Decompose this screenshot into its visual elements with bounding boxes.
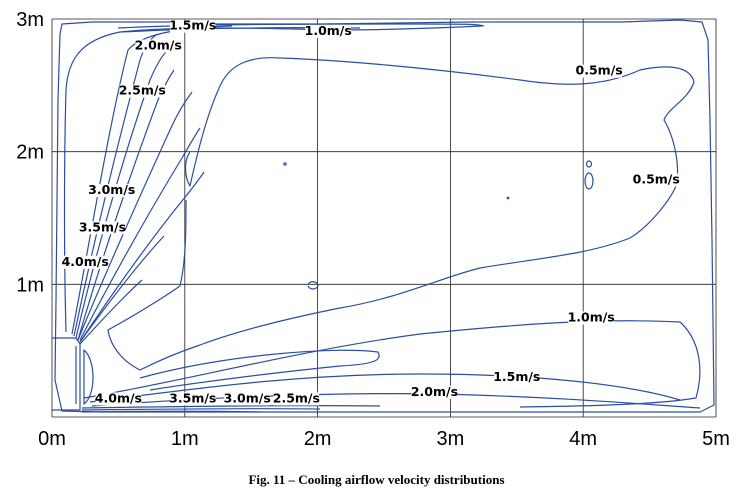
contour-label-bg [411, 385, 458, 399]
contour-label-bg [633, 173, 680, 187]
contour-1.5-lower [89, 373, 681, 403]
contour-1.5 [71, 25, 233, 335]
contour-label: 1.5m/s [169, 18, 216, 33]
y-tick-label: 3m [16, 9, 44, 31]
contour-4.0 [79, 171, 205, 343]
contour-label-bg [169, 392, 216, 406]
contour-4.0b [79, 235, 165, 343]
contour-3.0b [77, 91, 193, 341]
contour-label: 4.0m/s [62, 254, 109, 269]
contour-floor-2.5 [81, 405, 381, 409]
axis-tick-labels: 0m 1m 2m 3m 4m 5m 1m 2m 3m [16, 9, 730, 450]
contour-label: 3.0m/s [88, 182, 135, 197]
contour-2.5 [75, 51, 167, 339]
x-tick-label: 0m [38, 428, 66, 450]
contour-label-bg [79, 221, 126, 235]
x-tick-label: 3m [437, 428, 465, 450]
contour-3.0 [77, 69, 175, 341]
contour-3.5 [79, 127, 201, 341]
contour-label: 0.5m/s [633, 172, 680, 187]
contour-1.0 [63, 25, 483, 333]
contour-label: 2.5m/s [273, 390, 320, 405]
contour-label: 2.0m/s [135, 38, 182, 53]
contour-0.5-inner [107, 57, 695, 371]
contour-1.5-lobe [139, 349, 380, 391]
figure-caption: Fig. 11 – Cooling airflow velocity distr… [248, 472, 505, 487]
grid-lines [51, 18, 717, 418]
contour-label: 3.0m/s [224, 390, 271, 405]
contour-label: 4.0m/s [95, 390, 142, 405]
x-tick-label: 5m [702, 428, 730, 450]
contour-label: 2.0m/s [411, 384, 458, 399]
eddy-5 [506, 196, 510, 200]
contour-label: 2.5m/s [119, 83, 166, 98]
eddy-4 [283, 162, 287, 166]
contour-label-bg [135, 39, 182, 53]
x-tick-label: 1m [171, 428, 199, 450]
contour-label-bg [95, 392, 142, 406]
contour-label: 3.5m/s [79, 219, 126, 234]
contour-label: 1.5m/s [493, 369, 540, 384]
eddy-2 [585, 160, 593, 168]
y-tick-label: 2m [16, 142, 44, 164]
inlet-duct-inner [75, 346, 94, 405]
contour-label-bg [273, 392, 320, 406]
contour-label-bg [305, 24, 352, 38]
contour-label-bg [169, 19, 216, 33]
contour-label-bg [568, 311, 614, 325]
contour-label-bg [119, 84, 166, 98]
contour-label: 1.0m/s [568, 309, 615, 324]
contour-jet-core [79, 279, 143, 345]
contour-label-bg [88, 184, 135, 198]
contour-label: 3.5m/s [169, 390, 216, 405]
contour-label-bg [576, 64, 622, 78]
contour-label-bg [62, 255, 108, 269]
y-tick-label: 1m [16, 274, 44, 296]
contour-label-layer: 1.5m/s 1.0m/s 2.0m/s 0.5m/s 2.5m/s 0.5m/s 3.0m… [62, 18, 680, 406]
x-tick-label: 4m [569, 428, 597, 450]
contour-floor-3.5 [81, 410, 261, 413]
contour-lines [52, 19, 715, 413]
eddy-3 [307, 281, 319, 290]
contour-label-bg [224, 392, 271, 406]
contour-label: 0.5m/s [576, 63, 623, 78]
contour-label: 1.0m/s [305, 23, 352, 38]
x-tick-label: 2m [304, 428, 332, 450]
eddy-1 [584, 172, 594, 190]
contour-label-bg [494, 371, 540, 385]
contour-floor-3.0 [81, 407, 321, 411]
